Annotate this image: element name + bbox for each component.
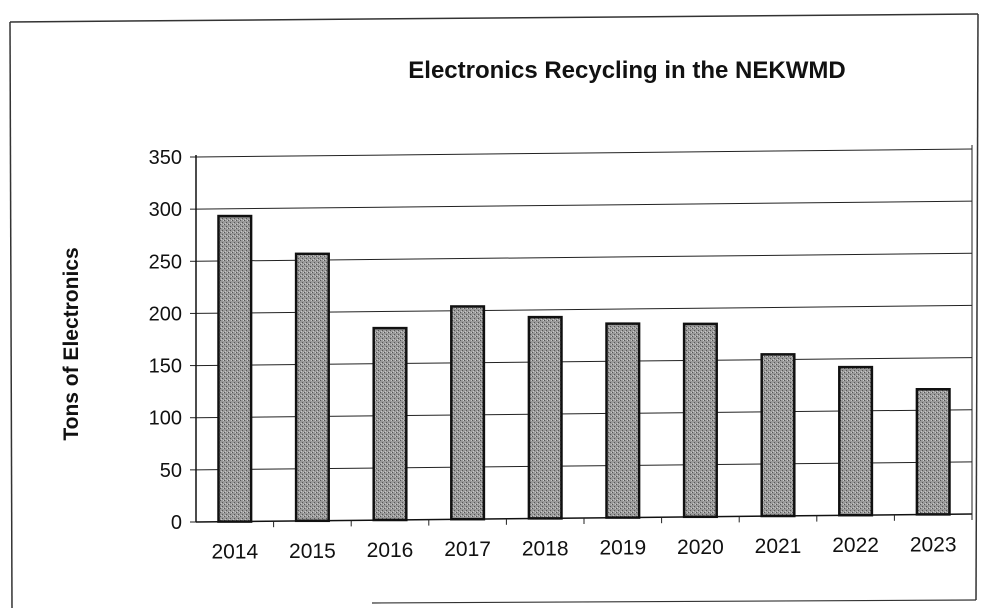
x-tick-labels: 2014 2015 2016 2017 2018 2019 2020 2021 2022 2023 xyxy=(211,533,956,563)
x-tick-label: 2020 xyxy=(677,536,724,559)
bar-2015 xyxy=(296,254,329,521)
outer-border-bottom xyxy=(372,600,976,603)
chart-title: Electronics Recycling in the NEKWMD xyxy=(408,57,845,84)
bar-2021 xyxy=(762,354,795,516)
x-tick-label: 2019 xyxy=(599,537,646,560)
outer-border-left xyxy=(10,22,12,608)
x-tick-label: 2014 xyxy=(211,541,258,564)
bar-2018 xyxy=(529,317,562,518)
bar-2022 xyxy=(839,367,872,515)
bar-2014 xyxy=(219,216,252,522)
y-tick-label: 50 xyxy=(160,460,182,482)
bars xyxy=(219,216,950,522)
bar-2019 xyxy=(607,324,640,518)
y-tick-label: 150 xyxy=(149,356,182,378)
x-tick-label: 2018 xyxy=(522,537,569,560)
x-tick-label: 2017 xyxy=(444,538,491,561)
gridline xyxy=(196,201,972,209)
y-tick-label: 300 xyxy=(149,199,182,221)
y-tick-label: 0 xyxy=(171,512,182,534)
x-tick-label: 2022 xyxy=(832,534,879,557)
bar-2016 xyxy=(374,328,407,520)
y-tick-label: 350 xyxy=(149,147,182,169)
y-tick-label: 100 xyxy=(149,408,182,430)
outer-border-top xyxy=(10,14,978,22)
bar-2023 xyxy=(917,389,950,514)
bar-2020 xyxy=(684,324,717,517)
y-tick-label: 200 xyxy=(149,303,182,325)
bar-2017 xyxy=(451,306,484,519)
y-axis-label: Tons of Electronics xyxy=(60,247,83,440)
x-tick-label: 2015 xyxy=(289,540,336,563)
y-tick-label: 250 xyxy=(149,251,182,273)
outer-border-right xyxy=(976,14,978,600)
x-tick-label: 2016 xyxy=(367,539,414,562)
y-tick-labels: 0 50 100 150 200 250 300 350 xyxy=(149,147,182,534)
gridline xyxy=(196,149,972,157)
x-tick-label: 2021 xyxy=(755,535,802,558)
x-tick-label: 2023 xyxy=(910,533,957,556)
